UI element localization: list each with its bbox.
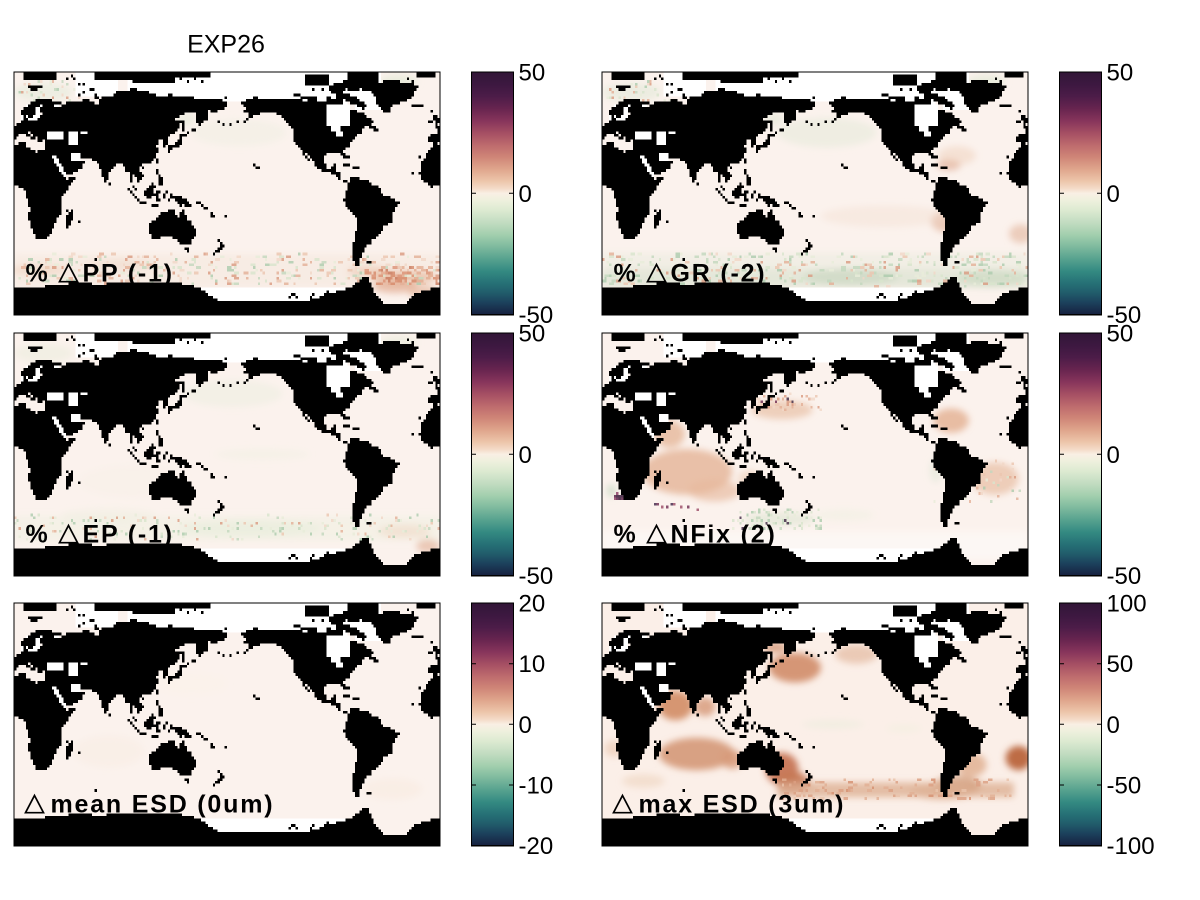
svg-text:-50: -50 — [519, 302, 554, 329]
svg-text:%: % — [26, 521, 50, 549]
svg-text:mean ESD (0um): mean ESD (0um) — [51, 791, 275, 819]
svg-text:max ESD (3um): max ESD (3um) — [639, 791, 846, 819]
svg-text:-50: -50 — [1107, 302, 1142, 329]
svg-text:0: 0 — [519, 181, 532, 208]
svg-text:-20: -20 — [519, 833, 554, 860]
svg-text:50: 50 — [1107, 651, 1134, 678]
svg-text:0: 0 — [1107, 712, 1120, 739]
svg-text:%: % — [26, 260, 50, 288]
svg-text:0: 0 — [519, 712, 532, 739]
svg-text:20: 20 — [519, 591, 546, 618]
svg-text:100: 100 — [1107, 591, 1147, 618]
svg-text:-50: -50 — [1107, 773, 1142, 800]
svg-text:50: 50 — [1107, 60, 1134, 87]
svg-text:GR (-2): GR (-2) — [671, 260, 767, 288]
svg-text:-100: -100 — [1107, 833, 1155, 860]
svg-text:PP (-1): PP (-1) — [83, 260, 174, 288]
svg-text:50: 50 — [1107, 321, 1134, 348]
svg-text:EXP26: EXP26 — [187, 31, 265, 59]
svg-text:50: 50 — [519, 321, 546, 348]
svg-text:%: % — [614, 521, 638, 549]
svg-text:50: 50 — [519, 60, 546, 87]
svg-text:-50: -50 — [1107, 563, 1142, 590]
svg-text:%: % — [614, 260, 638, 288]
svg-text:0: 0 — [1107, 181, 1120, 208]
svg-text:0: 0 — [519, 442, 532, 469]
svg-text:NFix (2): NFix (2) — [671, 521, 777, 549]
svg-text:-50: -50 — [519, 563, 554, 590]
svg-text:-10: -10 — [519, 773, 554, 800]
svg-text:10: 10 — [519, 651, 546, 678]
svg-text:EP (-1): EP (-1) — [83, 521, 174, 549]
svg-text:0: 0 — [1107, 442, 1120, 469]
